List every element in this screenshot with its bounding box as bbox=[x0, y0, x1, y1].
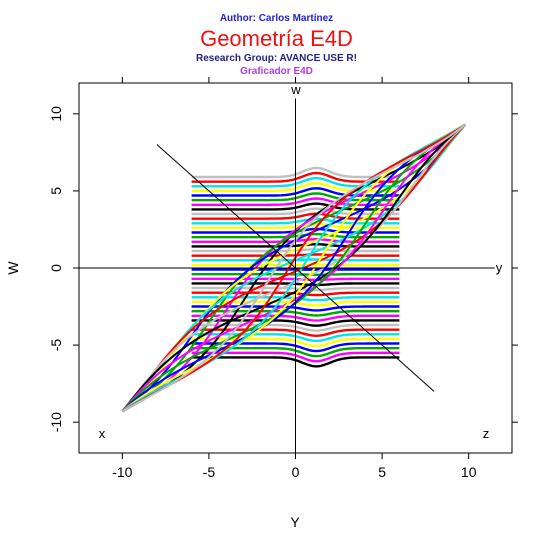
diagonal-strand bbox=[121, 123, 466, 413]
research-group-label: Research Group: AVANCE USE R! bbox=[196, 53, 357, 64]
ref-axis-diagonal bbox=[156, 144, 435, 392]
x-tick-label: 5 bbox=[378, 464, 386, 480]
y-axis-title: W bbox=[5, 261, 21, 275]
diagonal-strand bbox=[121, 123, 466, 413]
axis-label-x: x bbox=[99, 426, 106, 441]
x-tick-label: 0 bbox=[292, 464, 300, 480]
app-name-label: Graficador E4D bbox=[240, 66, 313, 77]
y-tick-label: 0 bbox=[48, 264, 64, 272]
diagonal-strand bbox=[121, 123, 466, 413]
diagonal-strand bbox=[121, 123, 466, 413]
diagonal-strand bbox=[121, 123, 466, 413]
diagonal-strand bbox=[121, 123, 466, 413]
axis-ticks-group: -10 -5 0 5 10 -10 -5 0 5 10 bbox=[48, 77, 518, 480]
y-tick-label: 5 bbox=[48, 187, 64, 195]
diagonal-strand bbox=[121, 123, 466, 413]
chart-title: Geometría E4D bbox=[200, 26, 353, 51]
y-tick-label: -5 bbox=[48, 339, 64, 352]
axis-label-y: y bbox=[496, 260, 503, 275]
y-tick-label: -10 bbox=[48, 412, 64, 432]
x-tick-label: -10 bbox=[112, 464, 132, 480]
x-tick-label: 10 bbox=[461, 464, 477, 480]
author-label: Author: Carlos Martínez bbox=[219, 13, 334, 24]
x-tick-label: -5 bbox=[203, 464, 216, 480]
x-axis-title: Y bbox=[290, 514, 300, 530]
diagonal-strand bbox=[121, 123, 466, 413]
y-tick-label: 10 bbox=[48, 106, 64, 122]
reference-axes-group bbox=[79, 98, 495, 453]
diagonal-strand bbox=[121, 123, 466, 413]
axis-label-z: z bbox=[483, 426, 490, 441]
axis-label-w: w bbox=[290, 82, 301, 97]
diagonal-strands-group bbox=[121, 123, 466, 413]
